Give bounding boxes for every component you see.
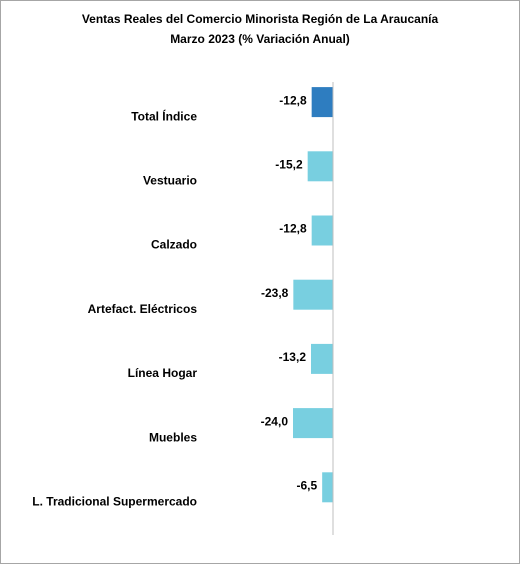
value-label: -24,0 [261,414,289,428]
value-label: -12,8 [279,93,307,107]
category-label: Muebles [149,430,197,444]
value-label: -12,8 [279,222,307,236]
bar [311,87,333,118]
bar [311,215,333,246]
value-label: -13,2 [279,350,307,364]
category-label: L. Tradicional Supermercado [32,494,197,508]
chart-title: Ventas Reales del Comercio Minorista Reg… [82,12,439,26]
bar [293,279,333,310]
category-label: Total Índice [131,108,197,123]
category-label: Calzado [151,238,197,252]
value-label: -23,8 [261,286,289,300]
category-label: Vestuario [143,173,197,187]
chart-subtitle: Marzo 2023 (% Variación Anual) [170,32,350,46]
value-label: -15,2 [275,157,303,171]
bar [293,408,333,439]
bar [311,343,333,374]
category-label: Artefact. Eléctricos [88,302,198,316]
bar [307,151,333,182]
bar [322,472,333,503]
value-label: -6,5 [296,478,317,492]
category-label: Línea Hogar [128,366,198,380]
